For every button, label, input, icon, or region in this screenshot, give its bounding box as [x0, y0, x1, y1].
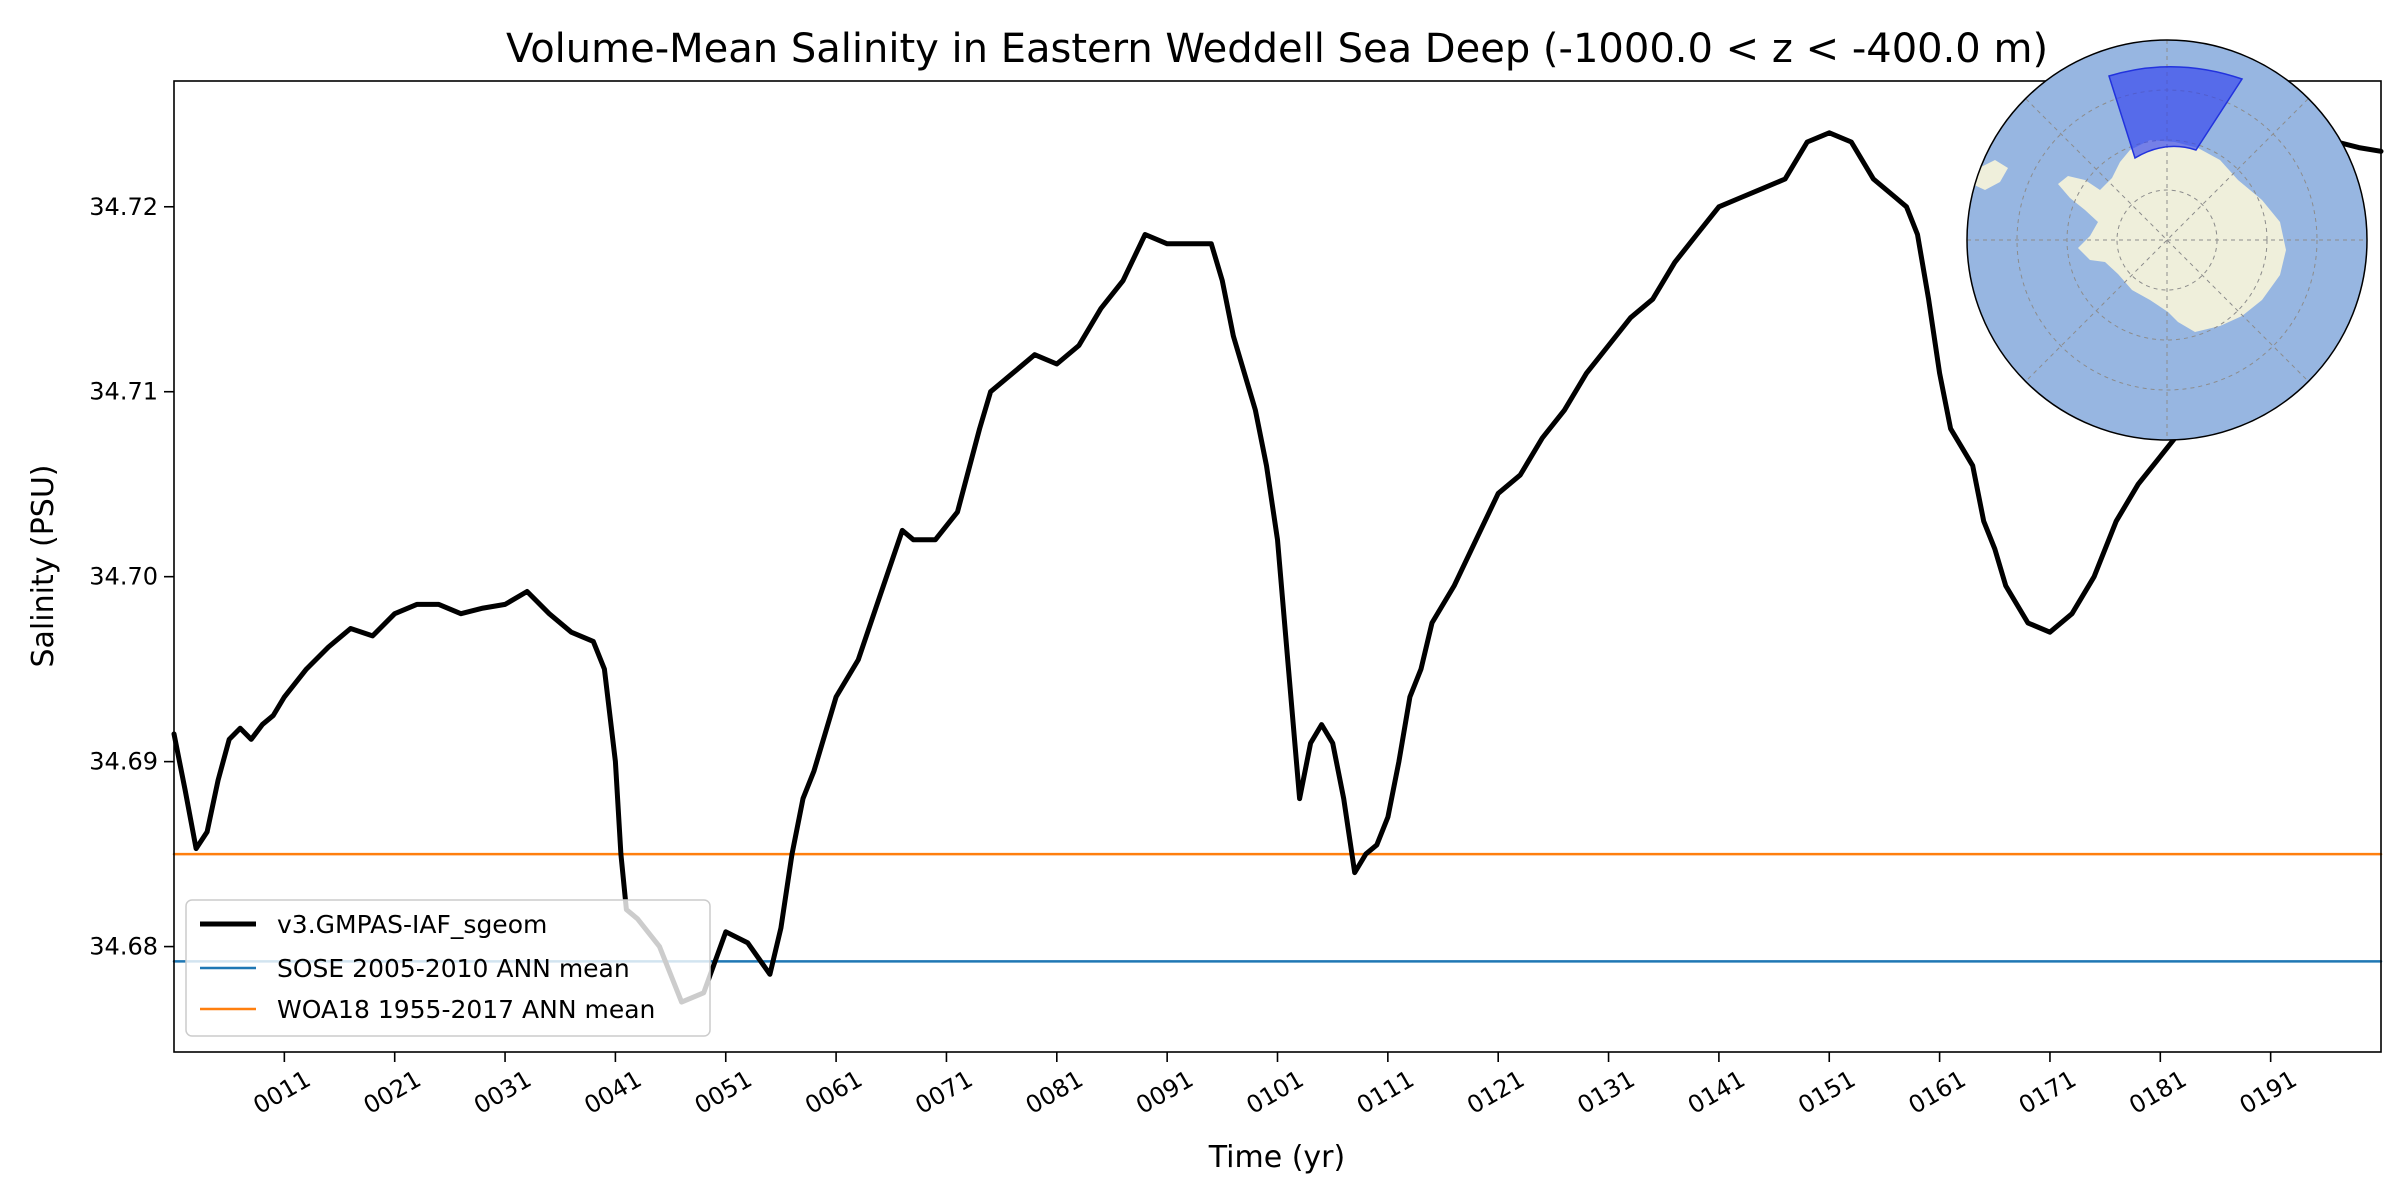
inset-map: [1966, 39, 2368, 441]
legend-label-sose: SOSE 2005-2010 ANN mean: [277, 954, 630, 983]
map-border: [1966, 39, 2368, 441]
legend-label-woa: WOA18 1955-2017 ANN mean: [277, 995, 655, 1024]
chart-title: Volume-Mean Salinity in Eastern Weddell …: [506, 26, 2048, 72]
legend: v3.GMPAS-IAF_sgeom SOSE 2005-2010 ANN me…: [185, 899, 711, 1037]
y-tick-label: 34.72: [89, 193, 158, 221]
series-line-model: [171, 130, 2384, 1005]
map-region-highlight: [2108, 66, 2244, 160]
y-tick-label: 34.70: [89, 563, 158, 591]
y-axis-ticks: 34.68 34.69 34.70 34.71 34.72: [89, 193, 174, 961]
legend-label-model: v3.GMPAS-IAF_sgeom: [277, 910, 547, 939]
x-axis-label: Time (yr): [1208, 1140, 1345, 1175]
y-tick-label: 34.69: [89, 748, 158, 776]
y-axis-label: Salinity (PSU): [26, 465, 61, 668]
y-tick-label: 34.68: [89, 933, 158, 961]
map-antarctica: [2058, 140, 2286, 332]
legend-box: [185, 899, 711, 1037]
y-tick-label: 34.71: [89, 378, 158, 406]
